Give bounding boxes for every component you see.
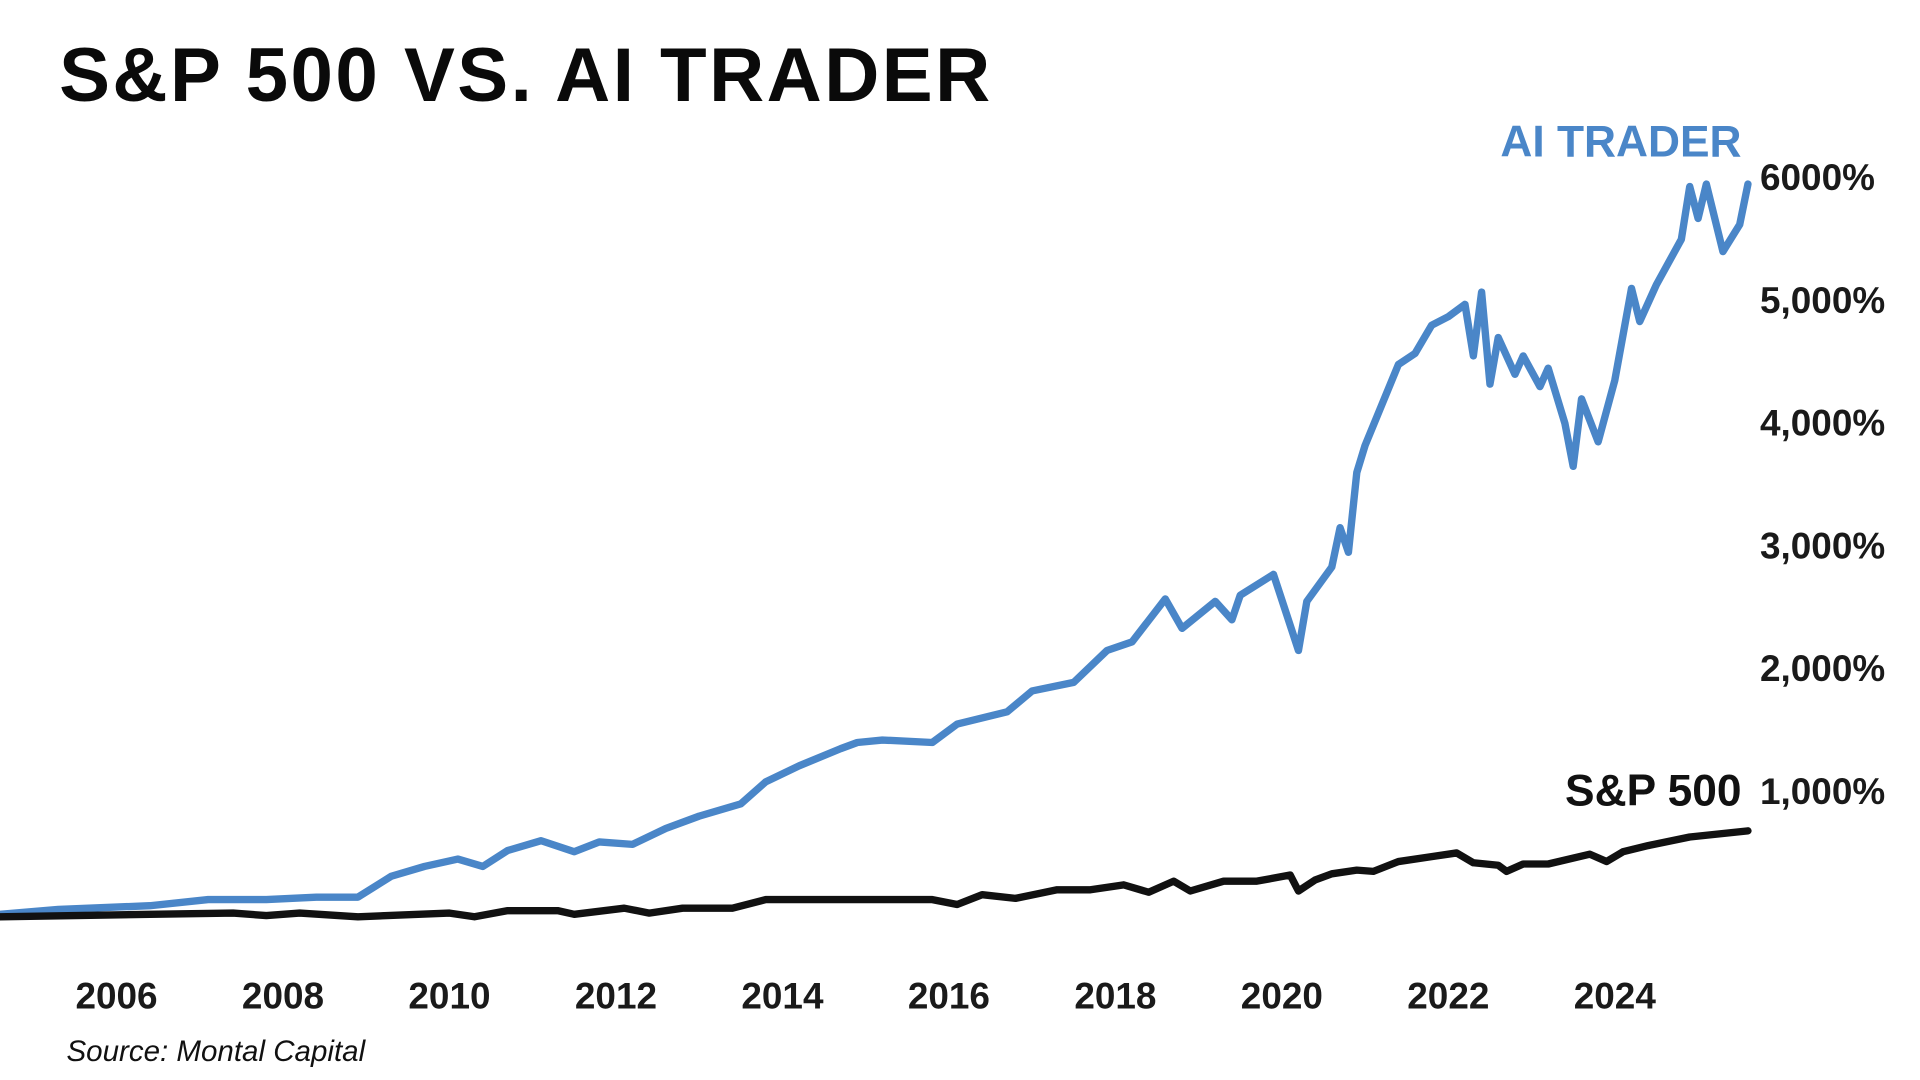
series-label: AI TRADER	[1500, 118, 1741, 167]
x-tick-label: 2020	[1241, 976, 1323, 1017]
y-tick-label: 6000%	[1760, 157, 1875, 198]
chart-title: S&P 500 VS. AI TRADER	[59, 33, 993, 118]
y-tick-label: 3,000%	[1760, 525, 1885, 566]
x-tick-label: 2022	[1407, 976, 1489, 1017]
series-line	[0, 180, 1752, 918]
x-tick-label: 2012	[575, 976, 657, 1017]
series-label: S&P 500	[1565, 767, 1742, 816]
x-tick-label: 2006	[75, 976, 157, 1017]
y-tick-label: 4,000%	[1760, 403, 1885, 444]
x-tick-label: 2018	[1074, 976, 1156, 1017]
y-tick-label: 5,000%	[1760, 280, 1885, 321]
x-tick-label: 2024	[1574, 976, 1657, 1017]
series-line	[0, 827, 1752, 921]
x-tick-label: 2014	[741, 976, 824, 1017]
y-tick-label: 1,000%	[1760, 771, 1885, 812]
x-tick-label: 2016	[908, 976, 990, 1017]
x-tick-label: 2008	[242, 976, 324, 1017]
x-tick-label: 2010	[408, 976, 490, 1017]
y-tick-label: 2,000%	[1760, 648, 1885, 689]
source: Source: Montal Capital	[66, 1035, 366, 1068]
